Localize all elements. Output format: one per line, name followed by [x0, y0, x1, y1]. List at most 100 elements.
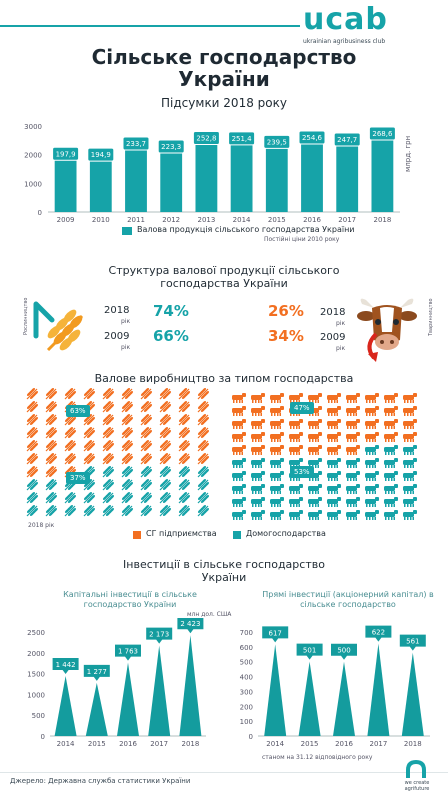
cow-icon [346, 484, 360, 494]
spike-bar [85, 682, 108, 736]
wheat-icon [45, 440, 57, 452]
page-subtitle: Підсумки 2018 року [161, 96, 287, 110]
spike-bar [298, 661, 321, 736]
y-tick-label: 700 [240, 629, 253, 637]
data-label-box [177, 618, 204, 634]
wheat-icon [178, 427, 190, 439]
crop-year-2018: 2018 [104, 305, 130, 316]
gross-output-legend: Валова продукція сільського господарства… [137, 225, 355, 234]
farm-type-title: Валове виробництво за типом господарства [94, 372, 354, 385]
cow-icon [403, 458, 417, 468]
cow-icon [251, 445, 265, 455]
cow-icon [384, 458, 398, 468]
spike-bar [367, 643, 390, 736]
data-label-box [331, 643, 357, 660]
crop-share-2018: 74% [153, 302, 189, 320]
x-tick-label: 2017 [150, 740, 168, 748]
capital-investment-chart: 0 500 1000 1500 2000 2500 1 442 2014 1 277 2015 1 … [27, 618, 206, 748]
wheat-icon [121, 466, 133, 478]
y-tick-label: 500 [240, 659, 253, 667]
bar [301, 139, 323, 212]
wheat-icon [121, 440, 133, 452]
data-label-box [122, 136, 150, 151]
wheat-icon [102, 479, 114, 491]
livestock-icon-grid [232, 393, 417, 520]
spike-bar [148, 645, 171, 736]
cow-icon [251, 471, 265, 481]
spike-bar [333, 661, 355, 736]
x-tick-label: 2016 [119, 740, 137, 748]
wheat-icon [64, 505, 76, 517]
cow-icon [403, 419, 417, 429]
cow-icon [270, 445, 284, 455]
cow-icon [270, 510, 284, 520]
wheat-icon [121, 388, 133, 400]
wheat-icon [178, 414, 190, 426]
cow-icon [308, 432, 322, 442]
wheat-icon [121, 414, 133, 426]
cow-icon [403, 406, 417, 416]
wheat-icon [102, 414, 114, 426]
legend-enterprises-swatch [133, 531, 141, 539]
data-label: 197,9 [56, 150, 76, 158]
cow-icon [270, 393, 284, 403]
wheat-icon [45, 427, 57, 439]
wheat-icon [178, 505, 190, 517]
y-tick-label: 2500 [27, 629, 45, 637]
wheat-icon [121, 479, 133, 491]
data-label-box [333, 132, 361, 147]
bar [195, 139, 218, 212]
data-label: 500 [337, 647, 350, 655]
livestock-enterprises-share: 47% [290, 402, 314, 414]
legend-households: Домогосподарства [246, 529, 326, 538]
livestock-year-2018: 2018 [320, 307, 346, 318]
crop-icon-grid [26, 388, 209, 517]
cow-icon [289, 510, 303, 520]
data-label-box [83, 664, 110, 681]
cow-icon [270, 484, 284, 494]
cow-icon [384, 510, 398, 520]
cow-icon [232, 510, 246, 520]
wheat-icon [159, 505, 171, 517]
cow-icon [232, 497, 246, 507]
wheat-icon [26, 492, 38, 504]
data-label: 1 442 [56, 661, 76, 669]
cow-icon [270, 458, 284, 468]
x-tick-label: 2014 [57, 740, 75, 748]
y-tick-label: 2000 [24, 152, 42, 160]
data-label: 622 [372, 629, 385, 637]
data-label-box [298, 130, 326, 145]
data-label-box [52, 146, 80, 161]
data-label-box [296, 643, 323, 660]
data-label-box [368, 126, 396, 141]
investment-title: Інвестиції в сільське господарство Украї… [123, 558, 325, 584]
cow-icon [346, 510, 360, 520]
wheat-icon [83, 440, 95, 452]
y-tick-label: 3000 [24, 123, 42, 131]
wheat-icon [45, 466, 57, 478]
fdi-note: станом на 31.12 відповідного року [262, 754, 373, 761]
wheat-icon [197, 492, 209, 504]
wheat-icon [178, 453, 190, 465]
cow-icon [289, 484, 303, 494]
wheat-icon [197, 388, 209, 400]
livestock-share-2018: 26% [268, 302, 304, 320]
bar [371, 135, 394, 212]
gross-output-chart: 0 1000 2000 3000 197,9 2009 194,9 2010 233,7 2011… [24, 123, 400, 224]
cow-icon [251, 432, 265, 442]
cow-icon [346, 393, 360, 403]
crop-label: Рослинництво [23, 297, 29, 335]
y-tick-label: 100 [240, 718, 253, 726]
bar [89, 156, 112, 212]
cow-icon [327, 458, 341, 468]
wheat-icon [102, 466, 114, 478]
wheat-icon [140, 427, 152, 439]
cow-icon [346, 432, 360, 442]
bar [265, 143, 288, 212]
cow-icon [270, 406, 284, 416]
wheat-icon [159, 453, 171, 465]
cow-icon [365, 445, 379, 455]
cow-icon [365, 419, 379, 429]
x-tick-label: 2009 [57, 216, 75, 224]
wheat-icon [159, 414, 171, 426]
